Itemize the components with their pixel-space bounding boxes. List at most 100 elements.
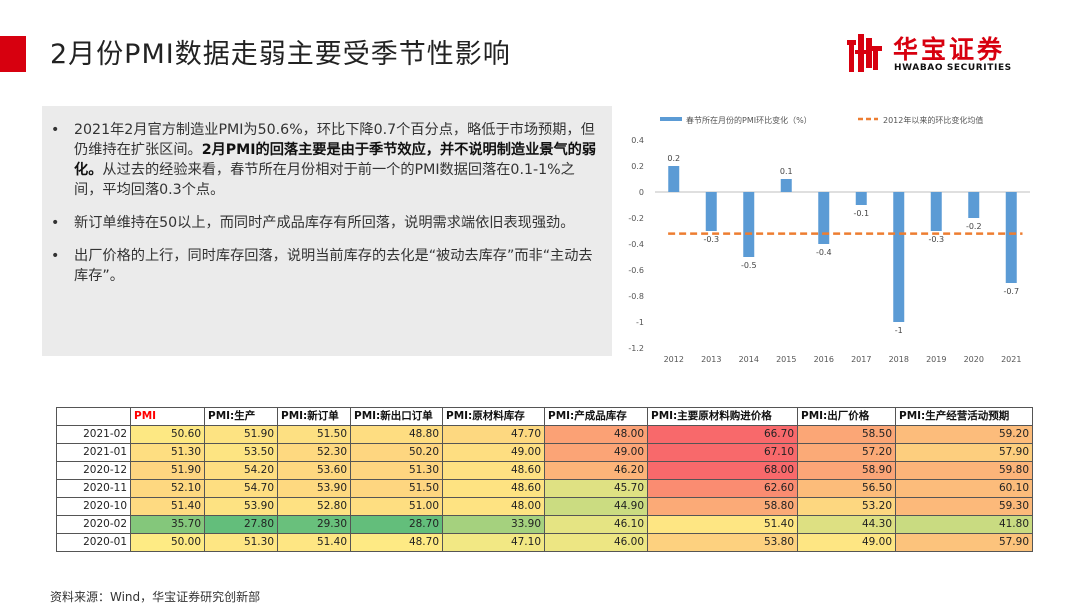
x-tick-label: 2020 — [964, 355, 984, 364]
table-cell: 51.50 — [277, 425, 351, 444]
data-label: 0.2 — [667, 154, 680, 163]
table-row: 2020-01 50.00 51.30 51.40 48.70 47.10 46.00 53.… — [56, 533, 1033, 552]
table-cell: 49.00 — [544, 443, 648, 462]
bullet-text: 2021年2月官方制造业PMI为50.6%，环比下降0.7个百分点，略低于市场预… — [74, 122, 595, 158]
row-date: 2020-12 — [56, 461, 131, 480]
table-cell: 49.00 — [797, 533, 896, 552]
bar — [930, 192, 942, 231]
table-cell: 52.10 — [130, 479, 205, 498]
table-cell: 28.70 — [350, 515, 443, 534]
table-header-row: PMI PMI:生产 PMI:新订单 PMI:新出口订单 PMI:原材料库存 PMI:产成… — [56, 407, 1033, 426]
table-cell: 66.70 — [647, 425, 798, 444]
bar — [818, 192, 830, 244]
table-cell: 53.60 — [277, 461, 351, 480]
data-label: 0.1 — [780, 167, 793, 176]
table-cell: 54.70 — [204, 479, 278, 498]
y-tick-label: -1 — [636, 318, 644, 327]
data-label: -0.2 — [966, 222, 982, 231]
table-cell: 54.20 — [204, 461, 278, 480]
table-cell: 49.00 — [442, 443, 545, 462]
table-cell: 51.40 — [647, 515, 798, 534]
table-row: 2020-02 35.70 27.80 29.30 28.70 33.90 46.10 51.… — [56, 515, 1033, 534]
table-row: 2020-11 52.10 54.70 53.90 51.50 48.60 45.70 62.… — [56, 479, 1033, 498]
logo-name-en: HWABAO SECURITIES — [894, 63, 1012, 73]
table-cell: 58.50 — [797, 425, 896, 444]
x-tick-label: 2016 — [814, 355, 834, 364]
table-cell: 48.80 — [350, 425, 443, 444]
legend-swatch-bar — [660, 117, 682, 121]
x-tick-label: 2014 — [739, 355, 759, 364]
bullet-dot-icon: • — [51, 215, 60, 231]
y-tick-label: 0 — [639, 188, 644, 197]
column-header: PMI:新出口订单 — [350, 407, 443, 426]
y-tick-label: -0.2 — [628, 214, 644, 223]
bullet-list: • 2021年2月官方制造业PMI为50.6%，环比下降0.7个百分点，略低于市… — [42, 106, 612, 286]
legend-label-line: 2012年以来的环比变化均值 — [883, 115, 983, 125]
hwabao-logo-icon — [847, 34, 882, 72]
column-header: PMI:产成品库存 — [544, 407, 648, 426]
table-cell: 51.00 — [350, 497, 443, 516]
table-cell: 51.90 — [130, 461, 205, 480]
bar — [893, 192, 905, 322]
table-cell: 59.80 — [895, 461, 1033, 480]
table-cell: 53.80 — [647, 533, 798, 552]
table-cell: 51.30 — [204, 533, 278, 552]
y-tick-label: -1.2 — [628, 344, 644, 353]
table-cell: 59.30 — [895, 497, 1033, 516]
column-header: PMI:新订单 — [277, 407, 351, 426]
bullet-text-tail: 从过去的经验来看，春节所在月份相对于前一个的PMI数据回落在0.1-1%之间，平… — [74, 162, 575, 198]
table-cell: 51.40 — [130, 497, 205, 516]
table-cell: 59.20 — [895, 425, 1033, 444]
table-cell: 53.90 — [277, 479, 351, 498]
column-header: PMI:生产 — [204, 407, 278, 426]
table-cell: 68.00 — [647, 461, 798, 480]
row-date: 2021-02 — [56, 425, 131, 444]
data-label: -0.3 — [928, 235, 944, 244]
bullet-item: • 2021年2月官方制造业PMI为50.6%，环比下降0.7个百分点，略低于市… — [51, 120, 598, 200]
title-accent-bar — [0, 36, 26, 72]
column-header: PMI:原材料库存 — [442, 407, 545, 426]
x-tick-label: 2021 — [1001, 355, 1021, 364]
table-cell: 44.30 — [797, 515, 896, 534]
table-cell: 51.90 — [204, 425, 278, 444]
bar — [968, 192, 980, 218]
table-cell: 67.10 — [647, 443, 798, 462]
bar — [743, 192, 755, 257]
column-header: PMI:出厂价格 — [797, 407, 896, 426]
table-cell: 47.10 — [442, 533, 545, 552]
pmi-change-chart: 春节所在月份的PMI环比变化（%） 2012年以来的环比变化均值 0.4 0.2 0 -0… — [628, 115, 1030, 364]
table-row: 2021-02 50.60 51.90 51.50 48.80 47.70 48.00 66.… — [56, 425, 1033, 444]
table-cell: 57.90 — [895, 533, 1033, 552]
table-cell: 29.30 — [277, 515, 351, 534]
bullet-bold-text: 2月PMI的回落主要是由于季节效应，并不说明制造业景气的弱化。 — [74, 142, 597, 178]
table-row: 2021-01 51.30 53.50 52.30 50.20 49.00 49.00 67.… — [56, 443, 1033, 462]
row-date: 2020-02 — [56, 515, 131, 534]
table-cell: 47.70 — [442, 425, 545, 444]
table-cell: 58.90 — [797, 461, 896, 480]
table-cell: 58.80 — [647, 497, 798, 516]
table-cell: 27.80 — [204, 515, 278, 534]
row-date: 2021-01 — [56, 443, 131, 462]
data-label: -0.5 — [741, 261, 757, 270]
y-tick-label: -0.6 — [628, 266, 644, 275]
row-date: 2020-10 — [56, 497, 131, 516]
y-tick-label: 0.2 — [631, 162, 644, 171]
bullet-item: • 出厂价格的上行，同时库存回落，说明当前库存的去化是“被动去库存”而非“主动去… — [51, 246, 598, 286]
x-tick-label: 2019 — [926, 355, 946, 364]
x-tick-label: 2012 — [664, 355, 684, 364]
x-tick-label: 2017 — [851, 355, 871, 364]
bullet-text: 新订单维持在50以上，而同时产成品库存有所回落，说明需求端依旧表现强劲。 — [74, 215, 575, 231]
column-header: PMI — [130, 407, 205, 426]
data-label: -0.3 — [703, 235, 719, 244]
table-cell: 44.90 — [544, 497, 648, 516]
table-cell: 48.00 — [442, 497, 545, 516]
bar — [705, 192, 717, 231]
table-cell: 52.30 — [277, 443, 351, 462]
table-cell: 53.20 — [797, 497, 896, 516]
logo-name-cn: 华宝证券 — [893, 35, 1006, 64]
bullet-item: • 新订单维持在50以上，而同时产成品库存有所回落，说明需求端依旧表现强劲。 — [51, 213, 598, 233]
table-cell: 50.20 — [350, 443, 443, 462]
data-label: -1 — [895, 326, 903, 335]
bar — [780, 179, 792, 192]
table-row: 2020-10 51.40 53.90 52.80 51.00 48.00 44.90 58.… — [56, 497, 1033, 516]
